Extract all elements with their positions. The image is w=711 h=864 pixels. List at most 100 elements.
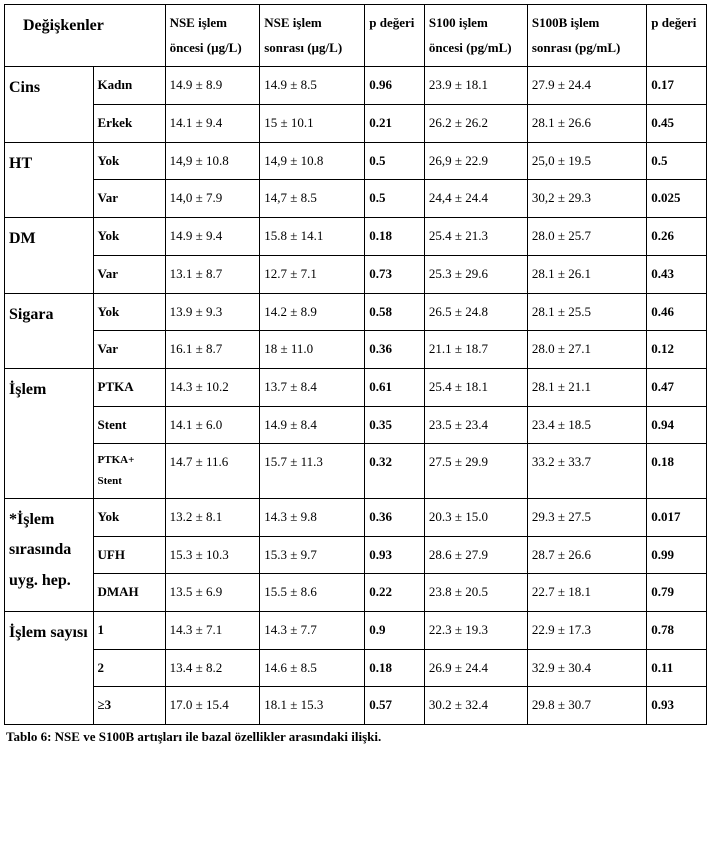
p2-cell: 0.43 bbox=[647, 255, 707, 293]
group-label: HT bbox=[5, 142, 94, 217]
nse-post-cell: 15 ± 10.1 bbox=[260, 105, 365, 143]
p1-cell: 0.5 bbox=[365, 142, 425, 180]
sublabel-cell: ≥3 bbox=[93, 687, 165, 725]
sublabel-cell: Kadın bbox=[93, 67, 165, 105]
sublabel-cell: Var bbox=[93, 180, 165, 218]
s100-post-cell: 30,2 ± 29.3 bbox=[527, 180, 646, 218]
group-label: DM bbox=[5, 218, 94, 293]
nse-post-cell: 14.3 ± 7.7 bbox=[260, 612, 365, 650]
p1-cell: 0.5 bbox=[365, 180, 425, 218]
s100-post-cell: 28.1 ± 26.1 bbox=[527, 255, 646, 293]
table-row: Var16.1 ± 8.718 ± 11.00.3621.1 ± 18.728.… bbox=[5, 331, 707, 369]
table-row: CinsKadın14.9 ± 8.914.9 ± 8.50.9623.9 ± … bbox=[5, 67, 707, 105]
s100-post-cell: 27.9 ± 24.4 bbox=[527, 67, 646, 105]
header-row: Değişkenler NSE işlem öncesi (µg/L) NSE … bbox=[5, 5, 707, 67]
p1-cell: 0.61 bbox=[365, 368, 425, 406]
nse-pre-cell: 17.0 ± 15.4 bbox=[165, 687, 260, 725]
table-row: DMAH13.5 ± 6.915.5 ± 8.60.2223.8 ± 20.52… bbox=[5, 574, 707, 612]
p2-cell: 0.5 bbox=[647, 142, 707, 180]
nse-pre-cell: 14.7 ± 11.6 bbox=[165, 444, 260, 499]
nse-pre-cell: 13.4 ± 8.2 bbox=[165, 649, 260, 687]
p2-cell: 0.93 bbox=[647, 687, 707, 725]
nse-post-cell: 14.9 ± 8.4 bbox=[260, 406, 365, 444]
sublabel-cell: Erkek bbox=[93, 105, 165, 143]
table-row: DMYok14.9 ± 9.415.8 ± 14.10.1825.4 ± 21.… bbox=[5, 218, 707, 256]
nse-post-cell: 14,7 ± 8.5 bbox=[260, 180, 365, 218]
sublabel-cell: 2 bbox=[93, 649, 165, 687]
table-row: Var13.1 ± 8.712.7 ± 7.10.7325.3 ± 29.628… bbox=[5, 255, 707, 293]
nse-post-cell: 13.7 ± 8.4 bbox=[260, 368, 365, 406]
nse-post-cell: 15.5 ± 8.6 bbox=[260, 574, 365, 612]
nse-post-cell: 14.6 ± 8.5 bbox=[260, 649, 365, 687]
nse-pre-cell: 14.9 ± 8.9 bbox=[165, 67, 260, 105]
s100-pre-cell: 26.2 ± 26.2 bbox=[424, 105, 527, 143]
nse-pre-cell: 14.3 ± 7.1 bbox=[165, 612, 260, 650]
s100-pre-cell: 26.9 ± 24.4 bbox=[424, 649, 527, 687]
s100-pre-cell: 25.3 ± 29.6 bbox=[424, 255, 527, 293]
sublabel-cell: 1 bbox=[93, 612, 165, 650]
table-row: PTKA+ Stent14.7 ± 11.615.7 ± 11.30.3227.… bbox=[5, 444, 707, 499]
nse-post-cell: 15.7 ± 11.3 bbox=[260, 444, 365, 499]
p2-cell: 0.17 bbox=[647, 67, 707, 105]
s100-post-cell: 25,0 ± 19.5 bbox=[527, 142, 646, 180]
p1-cell: 0.35 bbox=[365, 406, 425, 444]
p2-cell: 0.78 bbox=[647, 612, 707, 650]
sublabel-cell: Yok bbox=[93, 142, 165, 180]
s100-post-cell: 22.9 ± 17.3 bbox=[527, 612, 646, 650]
sublabel-cell: PTKA bbox=[93, 368, 165, 406]
data-table: Değişkenler NSE işlem öncesi (µg/L) NSE … bbox=[4, 4, 707, 725]
nse-post-cell: 14,9 ± 10.8 bbox=[260, 142, 365, 180]
s100-pre-cell: 23.8 ± 20.5 bbox=[424, 574, 527, 612]
nse-pre-cell: 14.9 ± 9.4 bbox=[165, 218, 260, 256]
s100-pre-cell: 25.4 ± 18.1 bbox=[424, 368, 527, 406]
p2-cell: 0.99 bbox=[647, 536, 707, 574]
s100-pre-cell: 24,4 ± 24.4 bbox=[424, 180, 527, 218]
p1-cell: 0.18 bbox=[365, 218, 425, 256]
p1-cell: 0.93 bbox=[365, 536, 425, 574]
nse-post-cell: 18.1 ± 15.3 bbox=[260, 687, 365, 725]
header-p2: p değeri bbox=[647, 5, 707, 67]
nse-post-cell: 14.3 ± 9.8 bbox=[260, 499, 365, 537]
table-row: UFH15.3 ± 10.315.3 ± 9.70.9328.6 ± 27.92… bbox=[5, 536, 707, 574]
s100-pre-cell: 20.3 ± 15.0 bbox=[424, 499, 527, 537]
s100-pre-cell: 23.5 ± 23.4 bbox=[424, 406, 527, 444]
p1-cell: 0.36 bbox=[365, 499, 425, 537]
s100-post-cell: 28.7 ± 26.6 bbox=[527, 536, 646, 574]
nse-post-cell: 14.2 ± 8.9 bbox=[260, 293, 365, 331]
s100-post-cell: 28.1 ± 21.1 bbox=[527, 368, 646, 406]
s100-pre-cell: 23.9 ± 18.1 bbox=[424, 67, 527, 105]
table-row: Erkek14.1 ± 9.415 ± 10.10.2126.2 ± 26.22… bbox=[5, 105, 707, 143]
table-row: Stent14.1 ± 6.014.9 ± 8.40.3523.5 ± 23.4… bbox=[5, 406, 707, 444]
table-caption: Tablo 6: NSE ve S100B artışları ile baza… bbox=[4, 725, 707, 745]
header-nse-pre: NSE işlem öncesi (µg/L) bbox=[165, 5, 260, 67]
s100-post-cell: 28.1 ± 26.6 bbox=[527, 105, 646, 143]
s100-pre-cell: 25.4 ± 21.3 bbox=[424, 218, 527, 256]
table-row: 213.4 ± 8.214.6 ± 8.50.1826.9 ± 24.432.9… bbox=[5, 649, 707, 687]
nse-pre-cell: 13.1 ± 8.7 bbox=[165, 255, 260, 293]
nse-post-cell: 18 ± 11.0 bbox=[260, 331, 365, 369]
sublabel-cell: PTKA+ Stent bbox=[93, 444, 165, 499]
s100-post-cell: 29.3 ± 27.5 bbox=[527, 499, 646, 537]
sublabel-cell: Var bbox=[93, 331, 165, 369]
p2-cell: 0.18 bbox=[647, 444, 707, 499]
header-s100-post: S100B işlem sonrası (pg/mL) bbox=[527, 5, 646, 67]
p1-cell: 0.32 bbox=[365, 444, 425, 499]
nse-pre-cell: 14,0 ± 7.9 bbox=[165, 180, 260, 218]
p2-cell: 0.47 bbox=[647, 368, 707, 406]
p1-cell: 0.18 bbox=[365, 649, 425, 687]
group-label: *İşlem sırasında uyg. hep. bbox=[5, 499, 94, 612]
table-body: CinsKadın14.9 ± 8.914.9 ± 8.50.9623.9 ± … bbox=[5, 67, 707, 725]
s100-pre-cell: 28.6 ± 27.9 bbox=[424, 536, 527, 574]
header-s100-pre: S100 işlem öncesi (pg/mL) bbox=[424, 5, 527, 67]
s100-pre-cell: 21.1 ± 18.7 bbox=[424, 331, 527, 369]
p1-cell: 0.36 bbox=[365, 331, 425, 369]
p2-cell: 0.11 bbox=[647, 649, 707, 687]
nse-pre-cell: 14.1 ± 9.4 bbox=[165, 105, 260, 143]
nse-post-cell: 15.8 ± 14.1 bbox=[260, 218, 365, 256]
table-row: İşlem sayısı114.3 ± 7.114.3 ± 7.70.922.3… bbox=[5, 612, 707, 650]
s100-post-cell: 29.8 ± 30.7 bbox=[527, 687, 646, 725]
sublabel-cell: Yok bbox=[93, 218, 165, 256]
sublabel-cell: Var bbox=[93, 255, 165, 293]
sublabel-cell: Yok bbox=[93, 499, 165, 537]
nse-post-cell: 12.7 ± 7.1 bbox=[260, 255, 365, 293]
